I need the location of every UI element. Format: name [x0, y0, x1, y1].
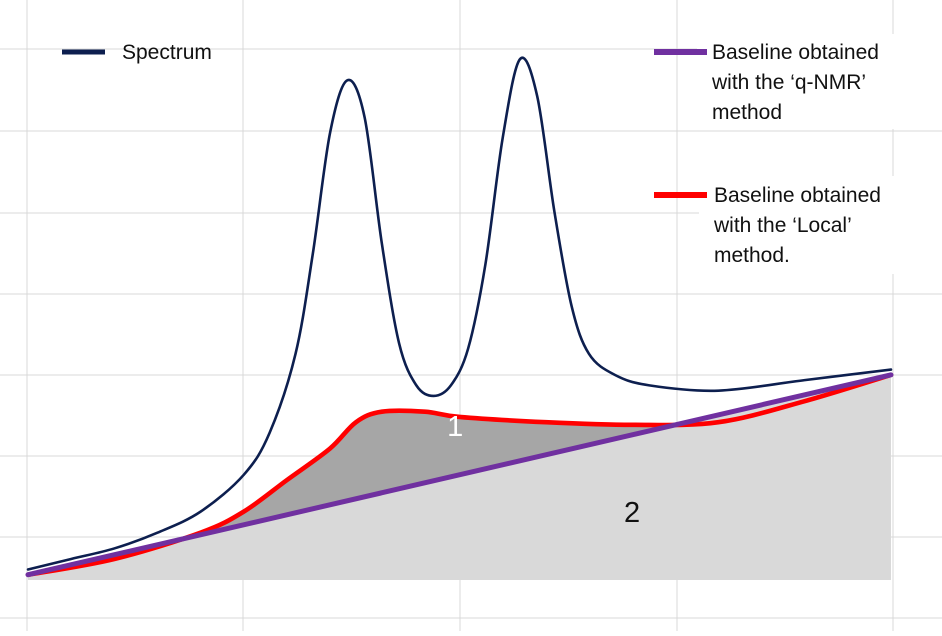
legend-label-line: with the ‘Local’ [713, 214, 852, 237]
legend-label-local: Baseline obtained with the ‘Local’ method. [713, 184, 881, 267]
spectrum-line [26, 56, 893, 571]
legend-label-qnmr: Baseline obtained with the ‘q-NMR’ method [711, 41, 879, 124]
region-label-2: 2 [624, 497, 640, 529]
legend-label-line: with the ‘q-NMR’ [711, 71, 866, 94]
qnmr-line [25, 372, 894, 578]
legend-item-qnmr: Baseline obtained with the ‘q-NMR’ method [654, 34, 942, 129]
legend: Spectrum Baseline obtained with the ‘q-NMR… [62, 34, 942, 274]
legend-label-line: Baseline obtained [714, 184, 881, 207]
series-lines [25, 56, 894, 578]
legend-label-line: method. [714, 244, 790, 267]
legend-item-local: Baseline obtained with the ‘Local’ method. [654, 176, 942, 274]
legend-box-local [699, 176, 942, 274]
region-labels: 12 [447, 411, 640, 529]
local-line [25, 372, 894, 578]
legend-label-line: Spectrum [122, 41, 212, 64]
legend-item-spectrum: Spectrum [62, 41, 212, 64]
legend-box-qnmr [697, 34, 942, 129]
legend-label-line: method [712, 101, 782, 124]
region-label-1: 1 [447, 411, 463, 443]
legend-label-line: Baseline obtained [712, 41, 879, 64]
legend-label-spectrum: Spectrum [122, 41, 212, 64]
